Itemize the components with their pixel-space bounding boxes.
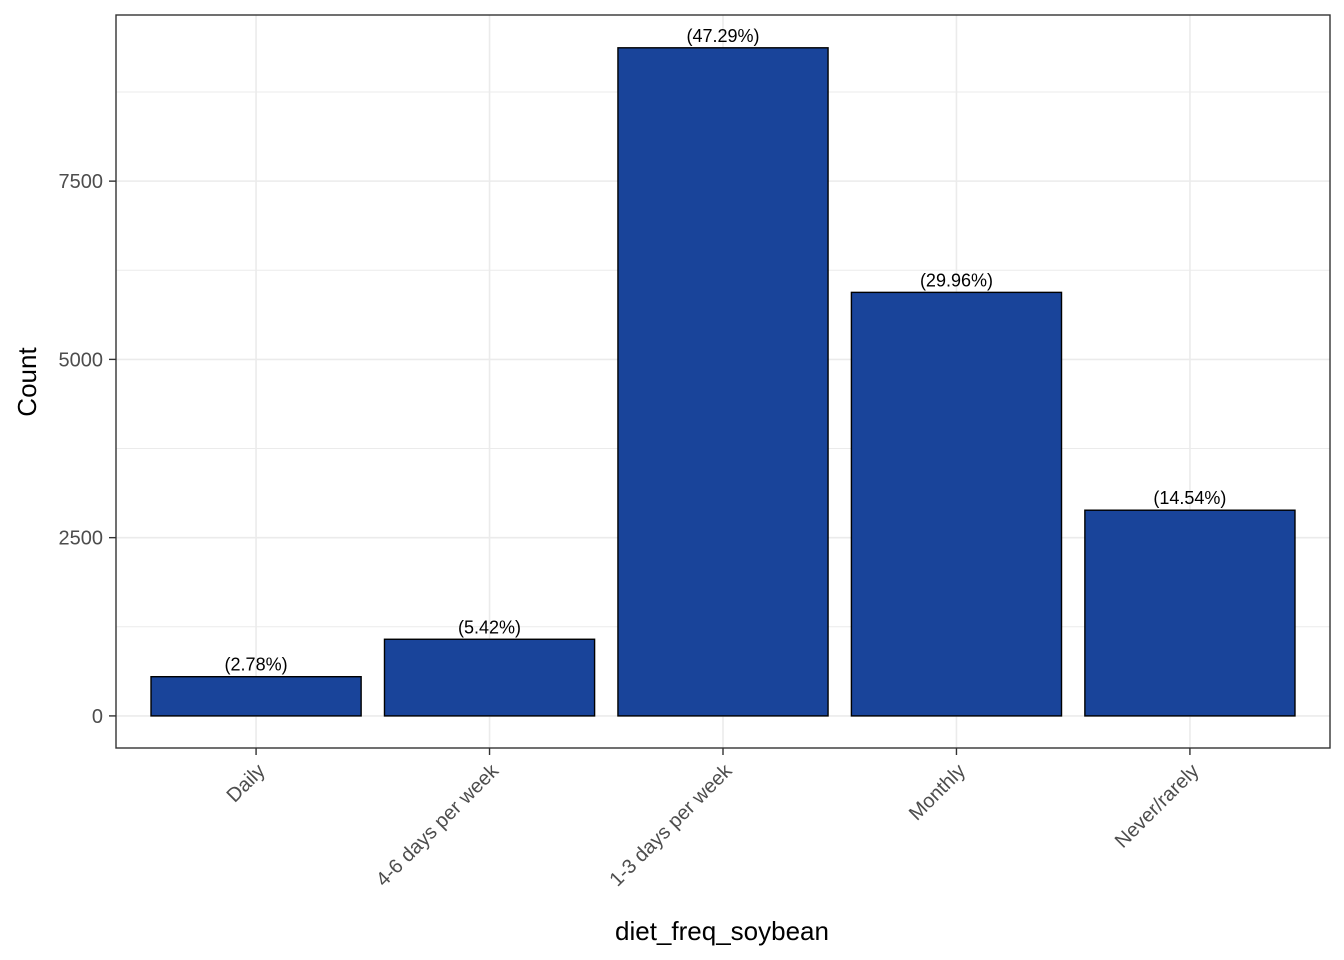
x-axis-title: diet_freq_soybean	[615, 916, 829, 946]
bar-data-label: (47.29%)	[686, 26, 759, 46]
y-tick-label: 7500	[59, 171, 104, 193]
x-tick-label: Daily	[223, 760, 270, 807]
x-axis: Daily 4-6 days per week 1-3 days per week M…	[223, 748, 1204, 891]
bar	[383, 638, 596, 717]
bar-labels: (2.78%) (5.42%) (47.29%) (29.96%) (14.54%)	[225, 26, 1227, 675]
bars	[150, 47, 1296, 717]
y-tick-label: 2500	[59, 528, 104, 550]
bar-data-label: (29.96%)	[920, 270, 993, 290]
x-tick-label: 1-3 days per week	[605, 759, 737, 891]
bar-data-label: (14.54%)	[1153, 488, 1226, 508]
x-tick-label: Never/rarely	[1111, 760, 1204, 853]
bar	[617, 47, 829, 717]
y-axis-title: Count	[12, 347, 42, 417]
y-tick-label: 5000	[59, 349, 104, 371]
bar-data-label: (2.78%)	[225, 655, 288, 675]
y-tick-label: 0	[92, 706, 103, 728]
y-axis: 0 2500 5000 7500	[59, 171, 116, 728]
bar	[850, 291, 1063, 717]
bar	[150, 675, 362, 717]
bar	[1084, 509, 1296, 717]
x-tick-label: Monthly	[905, 760, 970, 825]
x-tick-label: 4-6 days per week	[372, 759, 504, 891]
bar-data-label: (5.42%)	[458, 617, 521, 637]
